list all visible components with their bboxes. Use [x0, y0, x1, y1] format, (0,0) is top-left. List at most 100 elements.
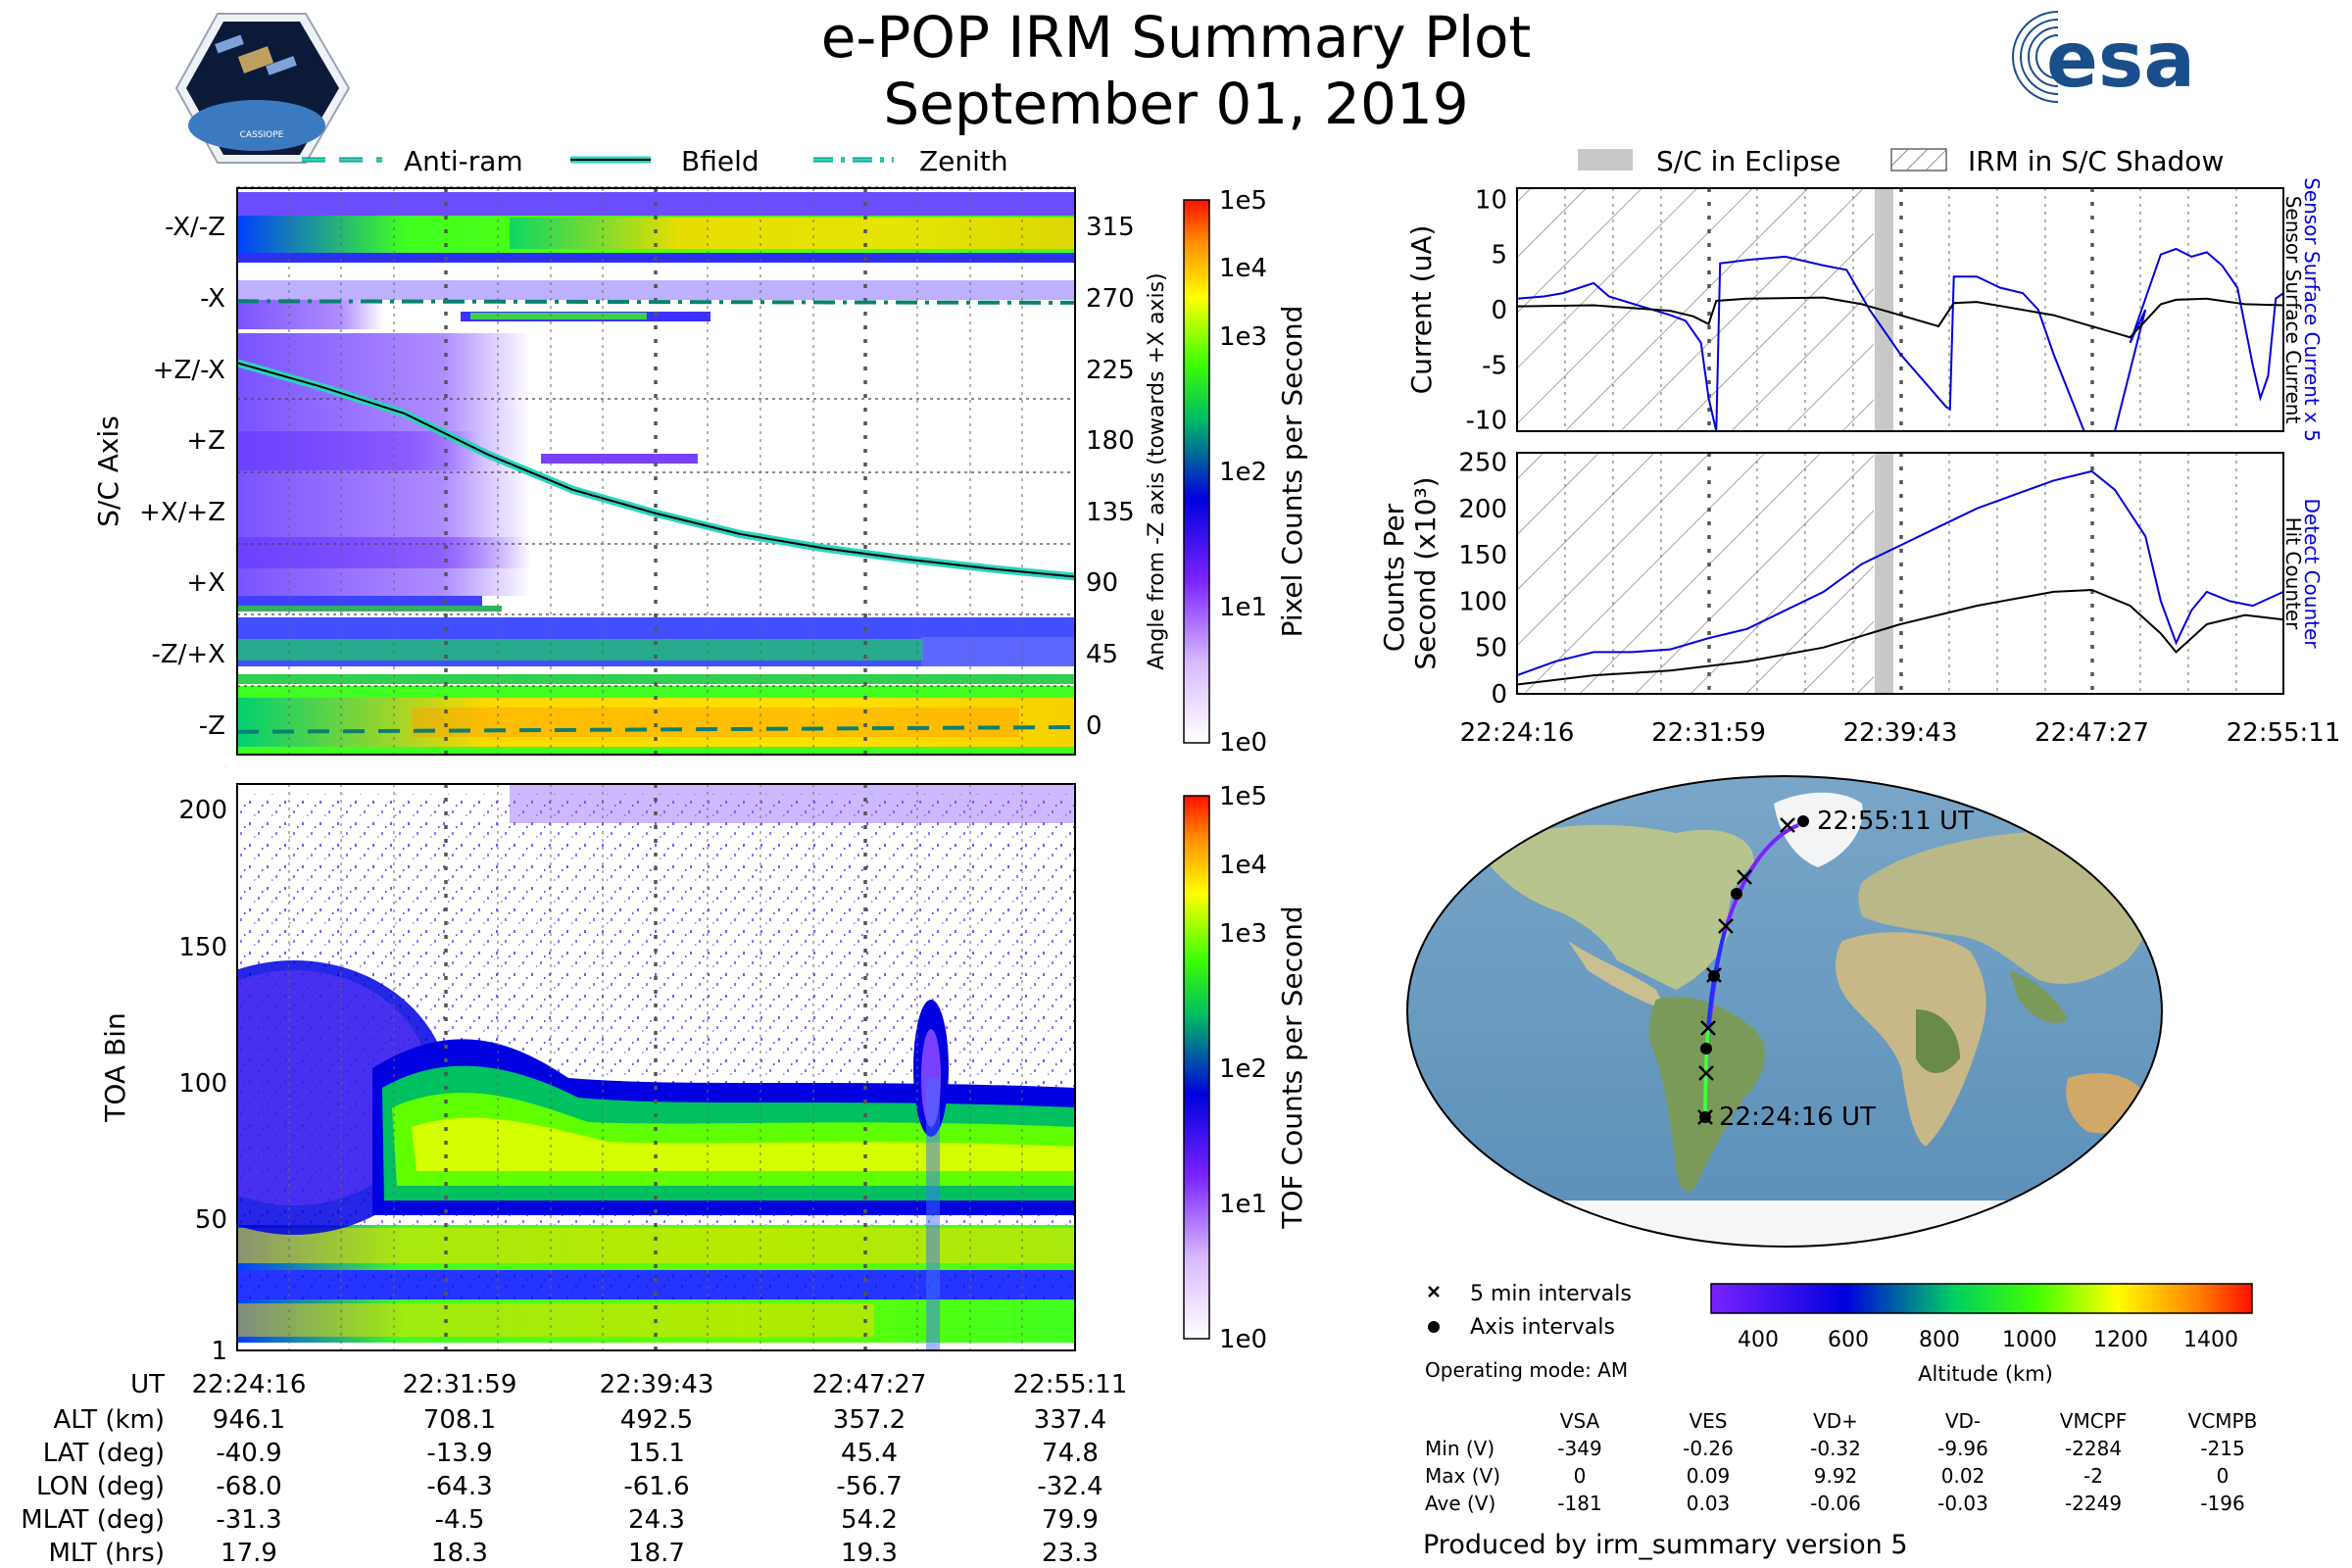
toa-ytick: 50 [195, 1205, 227, 1235]
current-ytick: 5 [1491, 241, 1507, 270]
volt-header: VCMPB [2188, 1409, 2258, 1433]
axis-marker [1708, 970, 1720, 982]
current-frame [1516, 187, 2284, 432]
orbit-cell: 18.7 [628, 1539, 685, 1568]
hit-ytick: 50 [1475, 634, 1507, 663]
legend-right: S/C in Eclipse IRM in S/C Shadow [1578, 145, 2224, 177]
toa-heatmap: 200 150 100 50 1 TOA Bin [99, 783, 1076, 1366]
sc-axis-heatmap: -X/-Z -X +Z/-X +Z +X/+Z +X -Z/+X -Z S/C … [92, 186, 1169, 756]
orbit-cell: 23.3 [1042, 1539, 1099, 1568]
volt-row-label: Ave (V) [1425, 1492, 1495, 1515]
legend-left: Anti-ram Bfield Zenith [302, 145, 1008, 177]
axis-marker [1731, 888, 1742, 900]
orbit-cell: 74.8 [1042, 1439, 1099, 1468]
volt-cell: 0.03 [1687, 1492, 1731, 1515]
cbar-tick: 1e4 [1219, 851, 1267, 880]
sensor-current-x5-line [1517, 247, 2283, 431]
volt-header: VES [1689, 1409, 1727, 1433]
volt-cell: -0.26 [1683, 1437, 1734, 1460]
volt-cell: -0.06 [1810, 1492, 1861, 1515]
altitude-tick: 400 [1738, 1328, 1779, 1352]
volt-cell: 0.09 [1687, 1464, 1731, 1488]
orbit-cell: 54.2 [841, 1505, 898, 1535]
orbit-cell: -64.3 [426, 1472, 492, 1501]
orbit-cell: 15.1 [628, 1439, 685, 1468]
ytick-label: +Z/-X [153, 356, 225, 385]
orbit-row-label: LON (deg) [36, 1472, 165, 1501]
page-title: e-POP IRM Summary Plot [821, 4, 1532, 71]
legend-shadow: IRM in S/C Shadow [1968, 145, 2224, 177]
current-right-label-blue: Sensor Surface Current x 5 [2300, 177, 2324, 442]
esa-logo: esa [2012, 10, 2195, 105]
legend-zenith: Zenith [919, 145, 1008, 177]
volt-cell: 0 [1574, 1464, 1587, 1488]
legend-anti-ram: Anti-ram [404, 145, 523, 177]
ytick-label: +Z [186, 426, 225, 456]
cbar-tick: 1e3 [1219, 919, 1267, 949]
hit-frame [1516, 452, 2284, 695]
interval-marker [1780, 817, 1795, 833]
altitude-tick: 1200 [2093, 1328, 2148, 1352]
legend-5min: 5 min intervals [1470, 1282, 1632, 1306]
interval-marker [1718, 918, 1734, 934]
orbit-row-label: LAT (deg) [43, 1439, 165, 1468]
cbar-tick: 1e0 [1219, 728, 1267, 758]
volt-cell: -2284 [2065, 1437, 2122, 1460]
current-right-label-black: Sensor Surface Current [2281, 196, 2305, 424]
cassiope-logo: CASSIOPE [174, 13, 351, 164]
ytick-label: -X/-Z [165, 213, 225, 242]
orbit-cell: 79.9 [1042, 1505, 1099, 1535]
altitude-tick: 600 [1828, 1328, 1869, 1352]
orbit-cell: 22:47:27 [812, 1370, 927, 1399]
axis-marker [1700, 1043, 1712, 1054]
right-tick-label: 90 [1086, 568, 1118, 598]
sensor-current-line [1517, 296, 2283, 339]
volt-cell: 0.02 [1941, 1464, 1985, 1488]
tof-colorbar: 1e5 1e4 1e3 1e2 1e1 1e0 TOF Counts per S… [1183, 782, 1308, 1354]
volt-cell: -0.03 [1937, 1492, 1988, 1515]
legend-eclipse: S/C in Eclipse [1656, 145, 1840, 177]
time-xtick: 22:31:59 [1651, 718, 1766, 748]
time-xtick: 22:47:27 [2034, 718, 2149, 748]
volt-cell: -0.32 [1810, 1437, 1861, 1460]
cbar-tick: 1e1 [1219, 593, 1267, 622]
time-xtick: 22:24:16 [1460, 718, 1575, 748]
volt-header: VSA [1560, 1409, 1600, 1433]
orbit-cell: 22:24:16 [192, 1370, 307, 1399]
orbit-cell: 24.3 [628, 1505, 685, 1535]
greenland [1774, 792, 1863, 867]
volt-row-label: Max (V) [1425, 1464, 1500, 1488]
cbar-tick: 1e5 [1219, 186, 1267, 216]
orbit-cell: -68.0 [216, 1472, 281, 1501]
right-tick-label: 0 [1086, 711, 1102, 741]
volt-cell: -2249 [2065, 1492, 2122, 1515]
current-ytick: -5 [1482, 351, 1507, 380]
hit-ytick: 200 [1458, 495, 1507, 524]
angle-ylabel: Angle from -Z axis (towards +X axis) [1145, 272, 1169, 669]
toa-ylabel: TOA Bin [99, 1012, 131, 1122]
cbar-tick: 1e4 [1219, 254, 1267, 283]
operating-mode: Operating mode: AM [1425, 1358, 1628, 1382]
volt-cell: 0 [2217, 1464, 2230, 1488]
orbit-cell: -31.3 [216, 1505, 281, 1535]
volt-cell: -9.96 [1937, 1437, 1988, 1460]
volt-cell: -215 [2200, 1437, 2244, 1460]
orbit-cell: 45.4 [841, 1439, 898, 1468]
right-tick-label: 180 [1086, 426, 1135, 456]
orbit-cell: -40.9 [216, 1439, 281, 1468]
hit-right-label-black: Hit Counter [2281, 517, 2305, 630]
orbit-row-label: MLT (hrs) [49, 1539, 166, 1568]
axis-marker [1797, 815, 1809, 827]
eurasia [1858, 832, 2159, 984]
orbit-table: UT ALT (km) LAT (deg) LON (deg) MLAT (de… [21, 1370, 1127, 1568]
map-end-label: 22:55:11 UT [1817, 807, 1974, 836]
legend-axis: Axis intervals [1470, 1315, 1615, 1340]
interval-marker [1700, 1020, 1716, 1036]
orbit-cell: -32.4 [1037, 1472, 1102, 1501]
current-ytick: 10 [1475, 185, 1507, 215]
altitude-tick: 1000 [2002, 1328, 2057, 1352]
hit-ytick: 0 [1491, 680, 1507, 710]
legend-bfield: Bfield [681, 145, 760, 177]
antarctica [1407, 1200, 2162, 1247]
